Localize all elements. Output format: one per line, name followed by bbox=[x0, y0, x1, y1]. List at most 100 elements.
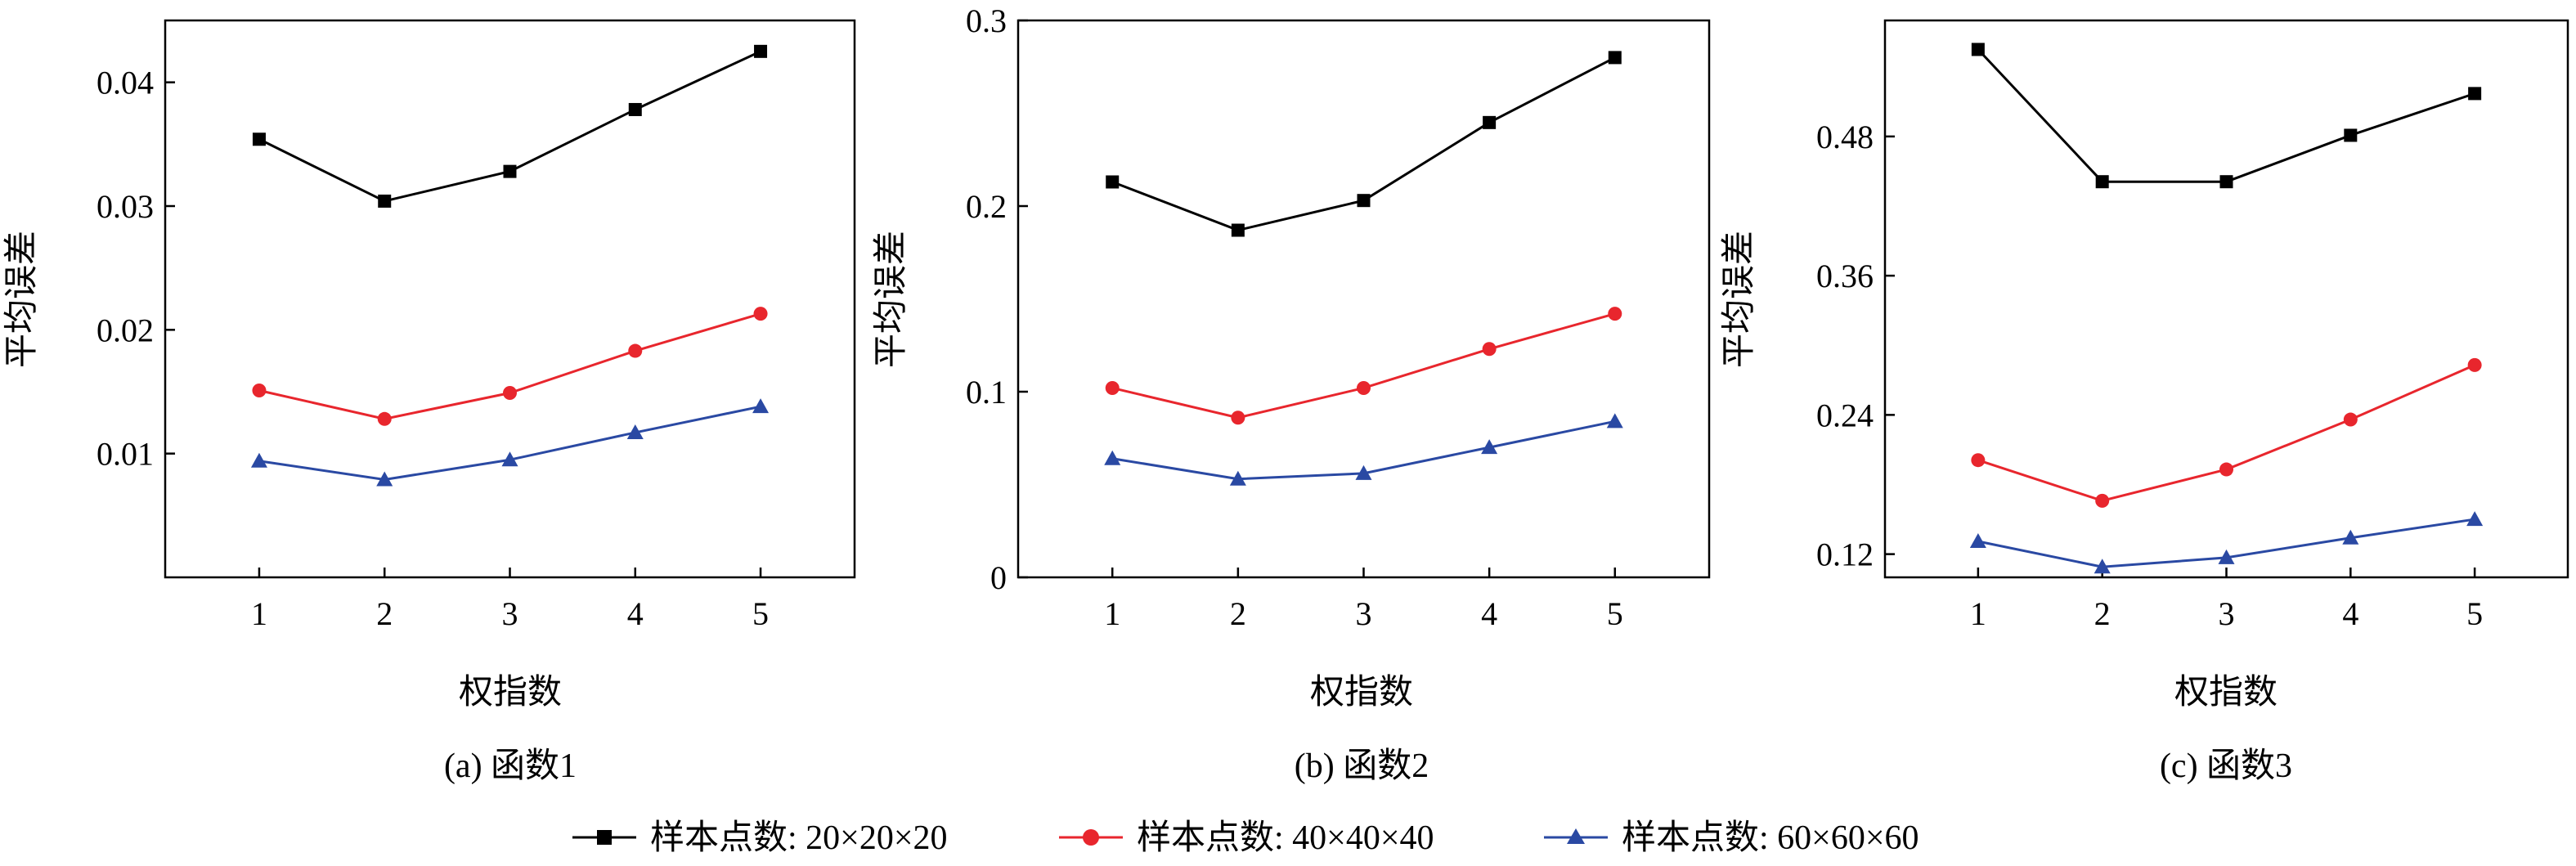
x-tick-label: 5 bbox=[1607, 595, 1623, 632]
data-point-circle bbox=[252, 383, 267, 397]
series-line-2 bbox=[258, 312, 761, 420]
x-tick-label: 1 bbox=[1970, 595, 1986, 632]
data-point-square bbox=[1106, 175, 1120, 189]
series-line-2 bbox=[1977, 363, 2475, 502]
legend-label-40: 样本点数: 40×40×40 bbox=[1137, 819, 1434, 857]
data-point-square bbox=[2095, 175, 2109, 189]
data-point-circle bbox=[2343, 412, 2358, 427]
y-tick-label: 0.2 bbox=[966, 188, 1007, 225]
data-point-square bbox=[378, 194, 392, 208]
x-tick-label: 3 bbox=[1356, 595, 1372, 632]
data-point-circle bbox=[1971, 453, 1986, 468]
data-point-circle bbox=[628, 343, 643, 358]
data-point-circle bbox=[753, 307, 768, 321]
x-tick-label: 1 bbox=[251, 595, 267, 632]
data-point-square bbox=[1971, 43, 1985, 56]
data-point-triangle bbox=[626, 424, 644, 439]
chart-panel-3: 1 2 3 4 5 0.12 0.24 0.36 0.48 权指数 平均误差 (c) 函数3 bbox=[1718, 19, 2569, 785]
x-tick-label: 2 bbox=[1230, 595, 1246, 632]
x-tick-label: 4 bbox=[1481, 595, 1497, 632]
x-tick-label: 3 bbox=[2219, 595, 2235, 632]
data-point-square bbox=[2344, 128, 2358, 142]
legend-label-60: 样本点数: 60×60×60 bbox=[1622, 819, 1919, 857]
y-tick-label: 0.3 bbox=[966, 2, 1007, 39]
x-tick-label: 5 bbox=[752, 595, 769, 632]
data-point-triangle bbox=[2342, 529, 2359, 545]
data-point-triangle bbox=[1969, 533, 1986, 549]
plot-frame bbox=[164, 19, 856, 579]
x-tick-label: 4 bbox=[2342, 595, 2358, 632]
panel-caption: (a) 函数1 bbox=[444, 747, 577, 785]
data-point-circle bbox=[1608, 307, 1622, 321]
data-point-triangle bbox=[752, 398, 770, 414]
series-line-3 bbox=[258, 405, 761, 481]
data-point-circle bbox=[1357, 380, 1371, 395]
panel-caption: (b) 函数2 bbox=[1295, 747, 1429, 785]
data-point-square bbox=[1608, 51, 1622, 65]
y-tick-label: 0.01 bbox=[96, 436, 154, 473]
data-point-triangle bbox=[2094, 559, 2111, 574]
series-line-1 bbox=[1977, 48, 2475, 183]
chart-panel-1: 1 2 3 4 5 0.01 0.02 0.03 0.04 权指数 平均误差 (a) 函数1 bbox=[1, 19, 856, 785]
data-point-circle bbox=[1105, 380, 1120, 395]
y-tick-label: 0 bbox=[990, 559, 1007, 596]
y-tick-label: 0.1 bbox=[966, 374, 1007, 411]
panels: 1 2 3 4 5 0.01 0.02 0.03 0.04 权指数 平均误差 (a) 函数1 1 2 3 4 5… bbox=[1, 2, 2569, 785]
y-tick-label: 0.24 bbox=[1816, 397, 1874, 433]
data-point-circle bbox=[2467, 357, 2482, 372]
x-tick-label: 4 bbox=[627, 595, 644, 632]
x-tick-label: 3 bbox=[502, 595, 518, 632]
data-point-triangle bbox=[1481, 439, 1498, 455]
data-point-circle bbox=[377, 411, 392, 426]
data-point-circle bbox=[1231, 411, 1245, 425]
data-point-square bbox=[252, 132, 266, 146]
series-line-1 bbox=[258, 50, 761, 203]
data-point-triangle bbox=[1606, 413, 1623, 429]
data-point-square bbox=[754, 44, 768, 58]
data-point-square bbox=[2468, 87, 2482, 101]
data-point-triangle bbox=[2466, 511, 2484, 527]
data-point-square bbox=[503, 164, 517, 178]
x-tick-label: 5 bbox=[2466, 595, 2483, 632]
legend-marker-square bbox=[597, 830, 612, 845]
chart-panel-2: 1 2 3 4 5 0 0.1 0.2 0.3 权指数 平均误差 (b) 函数2 bbox=[870, 2, 1711, 785]
data-point-triangle bbox=[501, 451, 518, 467]
y-axis-label: 平均误差 bbox=[870, 231, 910, 368]
legend-label-20: 样本点数: 20×20×20 bbox=[650, 819, 948, 857]
data-point-triangle bbox=[1355, 464, 1372, 480]
data-point-circle bbox=[2219, 462, 2233, 477]
data-point-triangle bbox=[2218, 549, 2235, 564]
data-point-triangle bbox=[1104, 450, 1121, 465]
data-point-square bbox=[1357, 194, 1371, 208]
data-point-square bbox=[628, 102, 642, 116]
y-tick-label: 0.36 bbox=[1816, 258, 1874, 294]
y-axis-label: 平均误差 bbox=[1, 231, 41, 368]
y-axis-label: 平均误差 bbox=[1718, 231, 1758, 368]
y-tick-label: 0.48 bbox=[1816, 119, 1874, 155]
y-tick-label: 0.03 bbox=[96, 188, 154, 225]
y-tick-label: 0.12 bbox=[1816, 536, 1874, 573]
data-point-square bbox=[1231, 223, 1245, 237]
legend: 样本点数: 20×20×20 样本点数: 40×40×40 样本点数: 60×6… bbox=[572, 819, 1919, 857]
data-point-square bbox=[1483, 115, 1497, 129]
data-point-circle bbox=[503, 386, 517, 401]
y-tick-label: 0.02 bbox=[96, 312, 154, 348]
x-tick-label: 2 bbox=[376, 595, 393, 632]
data-point-square bbox=[2219, 175, 2233, 189]
x-axis-label: 权指数 bbox=[1310, 671, 1413, 711]
data-point-circle bbox=[1482, 342, 1497, 357]
panel-caption: (c) 函数3 bbox=[2160, 747, 2292, 785]
plot-frame bbox=[1016, 19, 1711, 579]
plot-frame bbox=[1883, 19, 2569, 579]
y-tick-label: 0.04 bbox=[96, 65, 154, 101]
x-axis-label: 权指数 bbox=[2174, 671, 2278, 711]
x-tick-label: 1 bbox=[1104, 595, 1120, 632]
data-point-circle bbox=[2095, 493, 2110, 508]
data-point-triangle bbox=[1229, 470, 1246, 486]
data-point-triangle bbox=[250, 452, 267, 468]
legend-marker-triangle bbox=[1567, 828, 1585, 844]
legend-marker-circle bbox=[1083, 829, 1099, 846]
data-point-triangle bbox=[376, 471, 393, 487]
x-tick-label: 2 bbox=[2094, 595, 2111, 632]
